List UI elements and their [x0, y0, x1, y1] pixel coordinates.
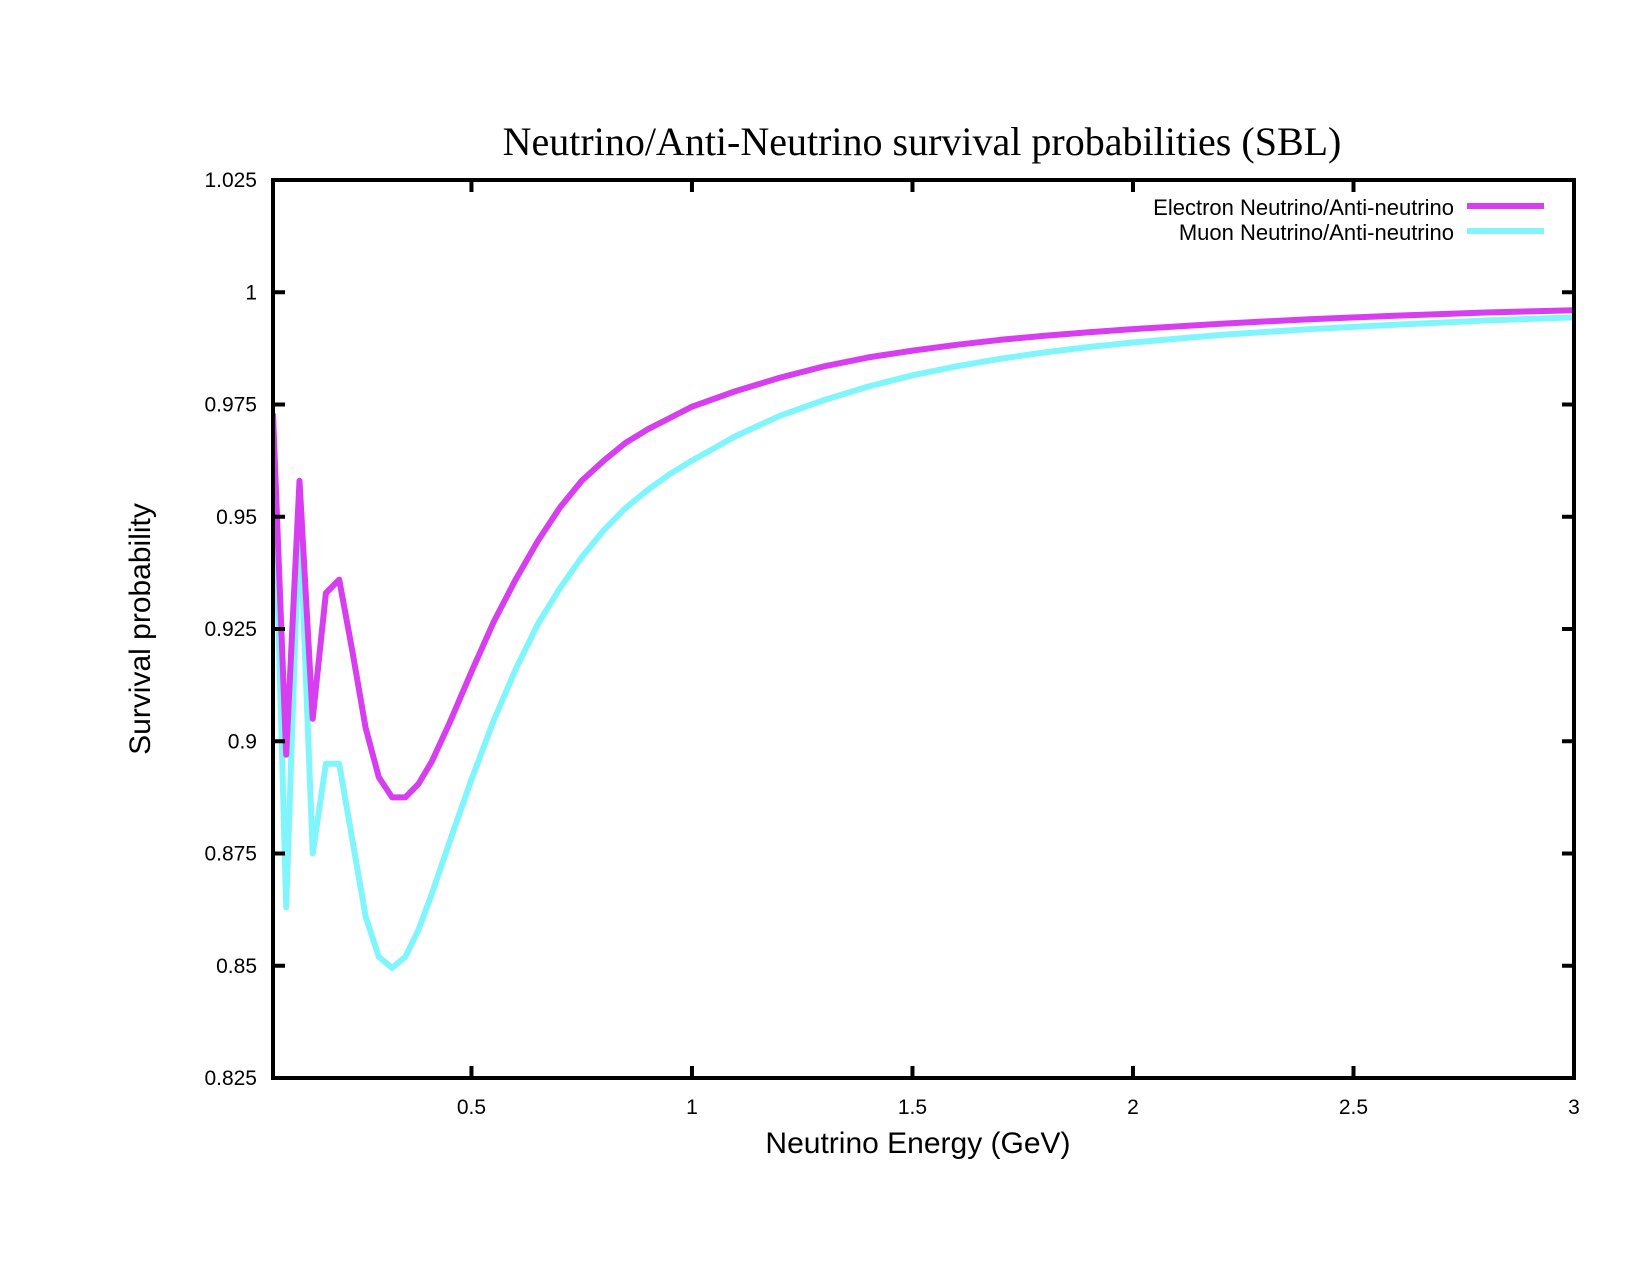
y-tick-label: 0.9: [228, 730, 257, 753]
series-layer: [273, 307, 1574, 971]
y-tick-label: 0.875: [204, 843, 257, 866]
plot-frame: [271, 178, 1576, 1080]
series-line-muon: [273, 314, 1574, 971]
legend: Electron Neutrino/Anti-neutrino Muon Neu…: [1153, 195, 1544, 245]
x-axis-label: Neutrino Energy (GeV): [765, 1127, 1070, 1160]
legend-label-electron: Electron Neutrino/Anti-neutrino: [1153, 195, 1454, 220]
y-tick-label: 1: [245, 281, 257, 304]
y-tick-label: 0.825: [204, 1067, 257, 1090]
y-tick-label: 0.925: [204, 618, 257, 641]
y-tick-label: 0.85: [216, 955, 257, 978]
y-tick-label: 0.975: [204, 394, 257, 417]
x-tick-label: 2.5: [1339, 1096, 1368, 1119]
x-tick-label: 1.5: [898, 1096, 927, 1119]
series-line-electron: [273, 307, 1574, 801]
x-tick-label: 2: [1127, 1096, 1139, 1119]
legend-label-muon: Muon Neutrino/Anti-neutrino: [1179, 220, 1454, 245]
x-tick-label: 0.5: [457, 1096, 486, 1119]
x-tick-label: 3: [1568, 1096, 1580, 1119]
chart-title: Neutrino/Anti-Neutrino survival probabil…: [503, 119, 1342, 164]
x-tick-label: 1: [686, 1096, 698, 1119]
y-tick-label: 1.025: [204, 169, 257, 192]
ticks-layer: 0.5 1 1.5 2 2.5 3 0.825 0.85 0.875 0.9 0.925 0.95 0.…: [204, 169, 1579, 1119]
y-tick-label: 0.95: [216, 506, 257, 529]
y-axis-label: Survival probability: [124, 503, 157, 755]
